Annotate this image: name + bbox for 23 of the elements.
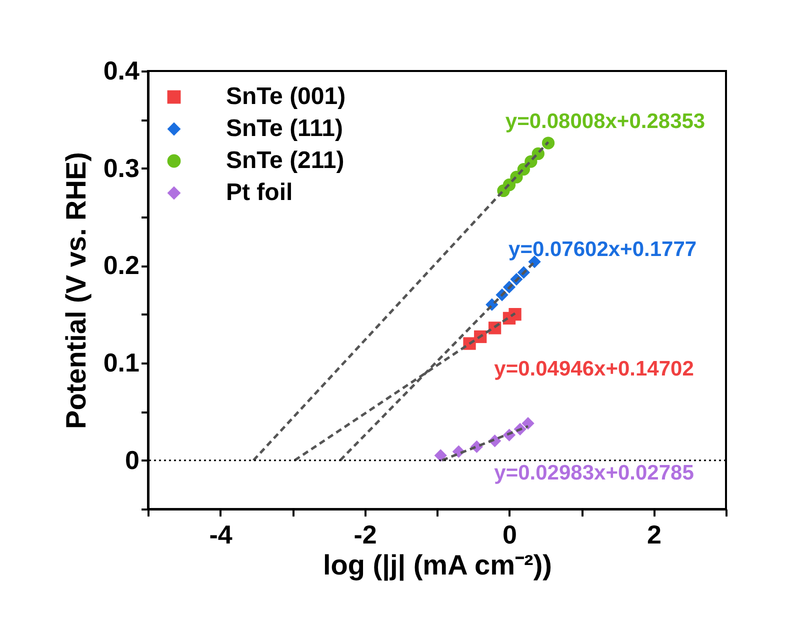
point [542,136,555,150]
legend-label: Pt foil [226,179,293,206]
y-tick-label: 0.1 [103,348,140,378]
x-axis-title: log (|j| (mA cm⁻²)) [323,550,552,582]
legend-label: SnTe (211) [226,147,344,174]
x-tick-label: -2 [354,520,377,550]
annotation: y=0.02983x+0.02785 [494,461,694,484]
point [508,308,522,321]
y-tick-label: 0 [125,444,140,475]
annotation: y=0.08008x+0.28353 [505,110,706,134]
y-axis-title: Potential (V vs. RHE) [60,152,92,429]
y-tick-label: 0.2 [103,250,140,280]
x-tick-label: -4 [209,520,233,550]
y-tick-label: 0.4 [103,56,140,86]
point [522,417,534,430]
x-tick-label: 0 [502,520,517,550]
annotation: y=0.07602x+0.1777 [508,238,697,261]
legend-label: SnTe (001) [226,83,346,110]
point [434,449,447,462]
x-tick-label: 2 [647,520,662,550]
y-tick-label: 0.3 [103,152,140,183]
annotation: y=0.04946x+0.14702 [494,357,694,380]
legend-label: SnTe (111) [226,115,343,142]
